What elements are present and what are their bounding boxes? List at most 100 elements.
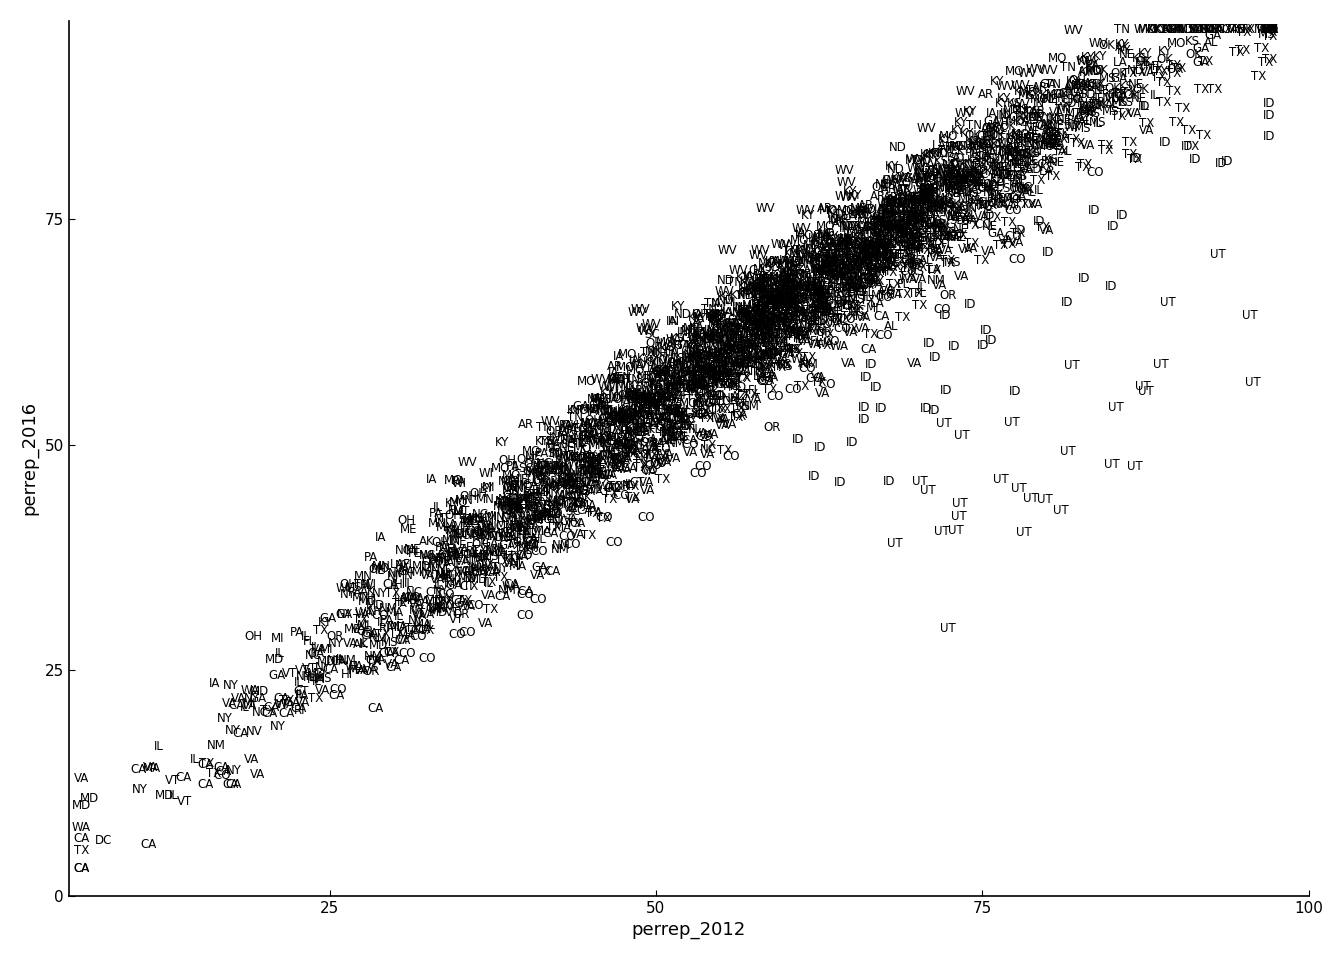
Text: KS: KS bbox=[909, 253, 925, 267]
Text: IA: IA bbox=[910, 230, 921, 244]
Text: AR: AR bbox=[1192, 23, 1208, 36]
Text: TN: TN bbox=[751, 333, 767, 347]
Text: OH: OH bbox=[536, 458, 555, 471]
Text: GA: GA bbox=[1110, 72, 1128, 85]
Text: PA: PA bbox=[818, 289, 832, 302]
Text: NC: NC bbox=[810, 263, 828, 276]
Text: IA: IA bbox=[694, 320, 704, 332]
Text: MO: MO bbox=[515, 480, 534, 493]
Text: VA: VA bbox=[1048, 106, 1064, 119]
Text: VA: VA bbox=[567, 485, 582, 498]
Text: NE: NE bbox=[607, 461, 624, 474]
Text: CA: CA bbox=[212, 761, 230, 775]
Text: MN: MN bbox=[775, 299, 794, 311]
Text: MI: MI bbox=[991, 160, 1004, 174]
Text: NE: NE bbox=[1021, 156, 1038, 168]
Text: SD: SD bbox=[665, 378, 681, 392]
Text: TX: TX bbox=[1121, 149, 1137, 161]
Text: AK: AK bbox=[360, 585, 375, 597]
Text: ME: ME bbox=[606, 432, 624, 444]
Text: TX: TX bbox=[820, 328, 835, 342]
Text: LA: LA bbox=[860, 279, 875, 292]
Text: IA: IA bbox=[775, 272, 786, 285]
Text: WV: WV bbox=[1017, 67, 1038, 80]
Text: NE: NE bbox=[1203, 23, 1219, 36]
Text: VA: VA bbox=[759, 358, 775, 372]
Text: NC: NC bbox=[716, 347, 734, 360]
Text: LA: LA bbox=[790, 255, 805, 269]
Text: CA: CA bbox=[425, 602, 441, 615]
Text: NV: NV bbox=[524, 500, 540, 514]
Text: IA: IA bbox=[884, 205, 896, 218]
Text: GA: GA bbox=[782, 308, 800, 321]
Text: VA: VA bbox=[294, 696, 309, 709]
Text: TX: TX bbox=[1098, 139, 1113, 152]
Text: GA: GA bbox=[308, 647, 325, 660]
Text: OK: OK bbox=[934, 173, 950, 185]
Text: VA: VA bbox=[880, 283, 895, 297]
Text: VA: VA bbox=[442, 524, 458, 538]
Text: OH: OH bbox=[896, 196, 914, 209]
Text: IL: IL bbox=[1015, 146, 1025, 158]
Text: MI: MI bbox=[765, 342, 778, 355]
Text: WI: WI bbox=[855, 258, 870, 271]
Text: VT: VT bbox=[274, 698, 289, 711]
Text: CO: CO bbox=[875, 329, 892, 342]
Text: PA: PA bbox=[652, 438, 665, 450]
Text: IL: IL bbox=[1034, 183, 1044, 197]
Text: ID: ID bbox=[857, 414, 870, 426]
Text: SC: SC bbox=[810, 286, 827, 300]
Text: IA: IA bbox=[603, 405, 614, 418]
Text: KY: KY bbox=[480, 482, 493, 495]
Text: LA: LA bbox=[919, 192, 934, 205]
Text: TX: TX bbox=[1052, 145, 1068, 158]
Text: AR: AR bbox=[737, 304, 753, 318]
Text: MN: MN bbox=[589, 440, 607, 452]
Text: IN: IN bbox=[913, 210, 926, 223]
Text: LA: LA bbox=[931, 139, 946, 152]
Text: OH: OH bbox=[887, 215, 906, 228]
Text: TN: TN bbox=[898, 250, 913, 262]
Text: NC: NC bbox=[535, 503, 552, 516]
Text: AR: AR bbox=[833, 213, 849, 226]
Text: CA: CA bbox=[74, 862, 90, 876]
Text: CO: CO bbox=[563, 538, 581, 551]
Text: NH: NH bbox=[634, 419, 652, 431]
Text: WI: WI bbox=[675, 365, 691, 377]
Text: NC: NC bbox=[784, 323, 800, 336]
Text: MS: MS bbox=[784, 344, 801, 356]
Text: CO: CO bbox=[546, 507, 563, 520]
Text: TX: TX bbox=[931, 225, 946, 237]
Text: AL: AL bbox=[946, 166, 960, 179]
Text: NV: NV bbox=[435, 595, 452, 609]
Text: MT: MT bbox=[763, 334, 781, 348]
Text: MT: MT bbox=[1261, 23, 1278, 36]
Text: LA: LA bbox=[394, 591, 409, 604]
Text: FL: FL bbox=[757, 337, 770, 349]
Text: IN: IN bbox=[862, 252, 874, 265]
Text: WY: WY bbox=[880, 251, 899, 264]
Text: GA: GA bbox=[1009, 190, 1027, 204]
Text: FL: FL bbox=[532, 484, 546, 497]
Text: TX: TX bbox=[696, 409, 711, 421]
Text: WV: WV bbox=[637, 325, 657, 339]
Text: ID: ID bbox=[919, 402, 933, 415]
Text: TN: TN bbox=[898, 193, 914, 205]
Text: TX: TX bbox=[74, 844, 89, 857]
Text: MN: MN bbox=[569, 477, 587, 490]
Text: VA: VA bbox=[845, 275, 860, 288]
Text: LA: LA bbox=[613, 406, 628, 419]
Text: PA: PA bbox=[664, 392, 677, 405]
Text: PA: PA bbox=[813, 240, 828, 252]
Text: FL: FL bbox=[704, 382, 718, 396]
Text: MO: MO bbox=[618, 348, 637, 361]
Text: GA: GA bbox=[249, 692, 266, 706]
Text: OH: OH bbox=[653, 382, 672, 395]
Text: PA: PA bbox=[737, 343, 750, 355]
Text: PA: PA bbox=[840, 247, 855, 260]
Text: KS: KS bbox=[911, 232, 926, 245]
Text: MD: MD bbox=[509, 499, 530, 512]
Text: VA: VA bbox=[806, 339, 823, 351]
Text: NC: NC bbox=[551, 516, 569, 528]
Text: AR: AR bbox=[628, 384, 644, 397]
